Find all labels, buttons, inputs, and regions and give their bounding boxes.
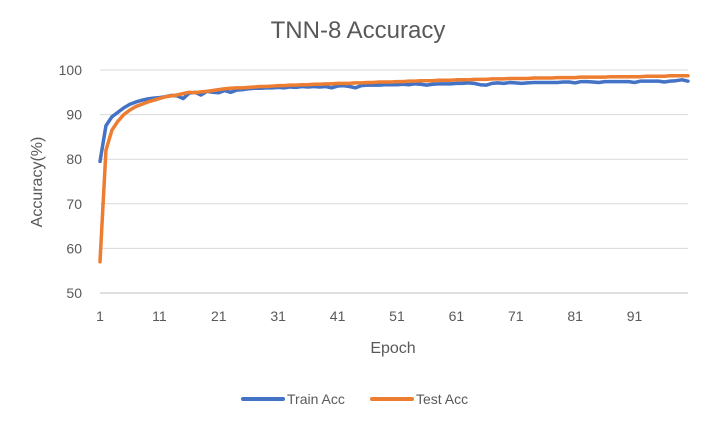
x-tick-label: 81 <box>567 308 583 324</box>
chart-title: TNN-8 Accuracy <box>271 17 446 44</box>
y-axis-label: Accuracy(%) <box>29 137 46 228</box>
y-axis-ticks: 50 60 70 80 90 100 <box>59 62 83 301</box>
y-tick-label: 100 <box>59 62 83 78</box>
y-tick-label: 50 <box>66 285 82 301</box>
x-tick-label: 71 <box>508 308 524 324</box>
legend-label: Train Acc <box>287 391 345 407</box>
x-tick-label: 11 <box>152 308 167 324</box>
x-axis-label: Epoch <box>370 340 415 357</box>
series-lines <box>98 74 690 264</box>
x-tick-label: 1 <box>96 308 104 324</box>
y-tick-label: 90 <box>66 107 82 123</box>
x-tick-label: 31 <box>270 308 286 324</box>
x-tick-label: 51 <box>389 308 405 324</box>
x-tick-label: 41 <box>330 308 346 324</box>
legend-label: Test Acc <box>416 391 468 407</box>
y-tick-label: 80 <box>66 151 82 167</box>
y-tick-label: 70 <box>66 196 82 212</box>
series-line-test-acc <box>98 74 690 264</box>
legend: Train Acc Test Acc <box>241 391 468 407</box>
x-axis-ticks: 1 11 21 31 41 51 61 71 81 91 <box>96 308 642 324</box>
x-tick-label: 61 <box>449 308 465 324</box>
x-tick-label: 91 <box>627 308 643 324</box>
gridlines <box>100 69 688 249</box>
x-tick-label: 21 <box>211 308 227 324</box>
y-tick-label: 60 <box>66 240 82 256</box>
